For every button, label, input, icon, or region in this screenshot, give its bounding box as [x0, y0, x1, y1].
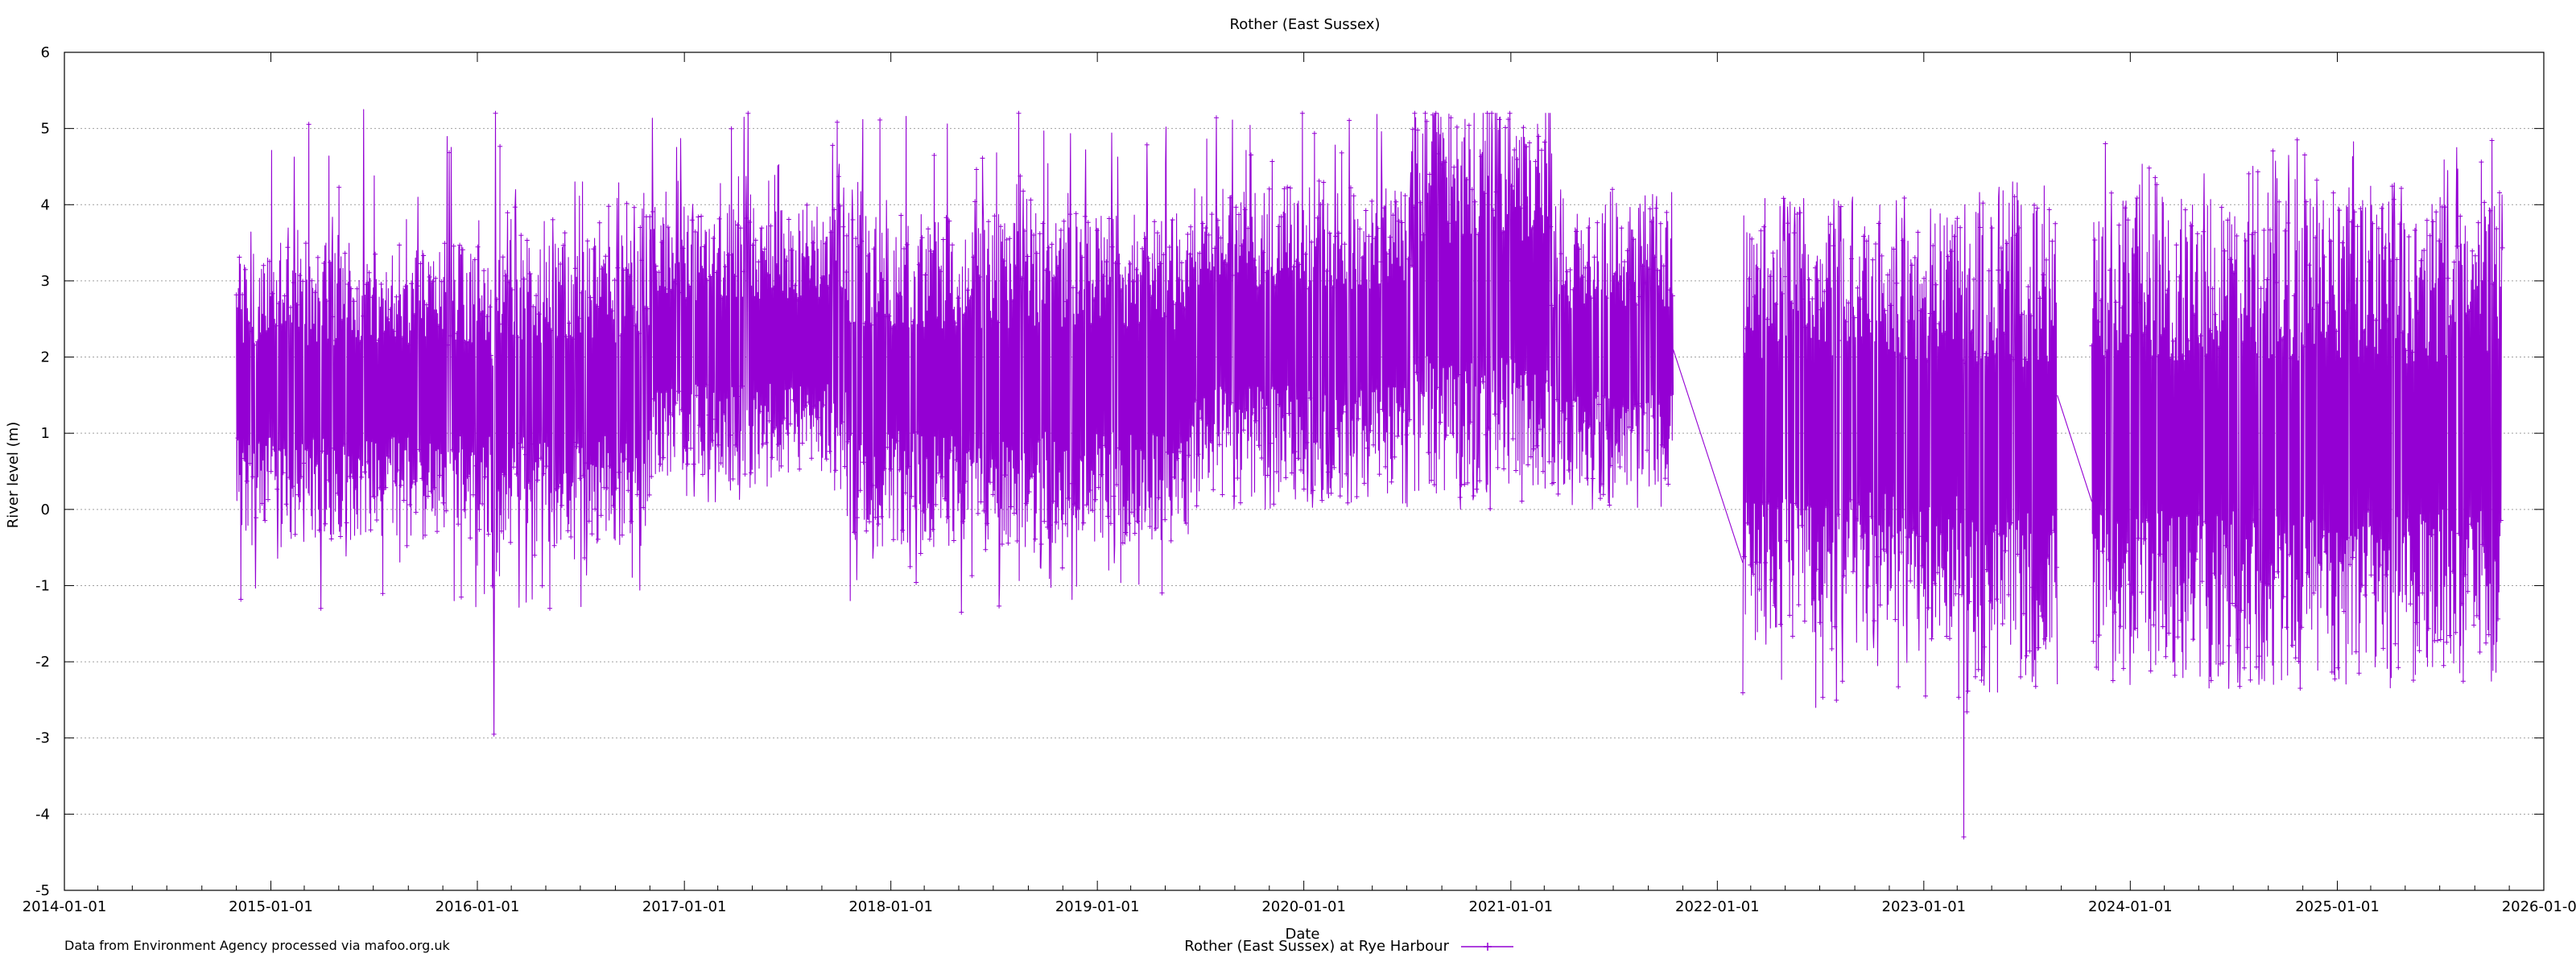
y-tick-label: 4 [41, 196, 50, 213]
y-tick-label: -1 [35, 577, 50, 594]
legend: Rother (East Sussex) at Rye Harbour [1184, 938, 1513, 955]
y-tick-label: 3 [41, 273, 50, 290]
x-tick-label: 2022-01-01 [1675, 898, 1760, 915]
data-series [233, 109, 2505, 840]
series-segment-markers [497, 200, 652, 611]
series-segment-markers [488, 110, 503, 737]
series-segment-line [1190, 113, 1415, 510]
series-segment-line [1414, 113, 1553, 510]
plot-border [64, 52, 2545, 891]
x-axis-title: Date [1285, 926, 1319, 943]
y-tick-label: -2 [35, 654, 50, 671]
legend-label: Rother (East Sussex) at Rye Harbour [1184, 938, 1449, 955]
y-tick-label: 1 [41, 425, 50, 442]
y-tick-label: -5 [35, 882, 50, 899]
x-tick-label: 2017-01-01 [642, 898, 727, 915]
series-segment-line [490, 113, 501, 735]
series-segment-markers [844, 110, 1194, 615]
series-segment-line [846, 113, 1191, 613]
x-tick-label: 2026-01-01 [2502, 898, 2576, 915]
series-segment-markers [233, 122, 493, 611]
series-segment-line [1742, 196, 1963, 708]
series-segment-markers [1965, 194, 2059, 694]
series-gap-connector [2057, 394, 2093, 502]
x-tick-label: 2021-01-01 [1469, 898, 1554, 915]
y-tick-label: -3 [35, 730, 50, 747]
series-gap-connector [1672, 349, 1744, 564]
x-tick-label: 2015-01-01 [229, 898, 313, 915]
series-segment-line [1551, 188, 1674, 510]
series-segment-line [1967, 181, 2058, 693]
legend-marker [1484, 943, 1492, 951]
y-axis-title: River level (m) [5, 422, 22, 528]
series-segment-markers [1550, 187, 1675, 508]
data-source-note: Data from Environment Agency processed v… [64, 938, 451, 953]
y-tick-label: 6 [41, 44, 50, 61]
x-tick-label: 2019-01-01 [1055, 898, 1140, 915]
series-segment-markers [1740, 196, 1964, 703]
x-tick-label: 2025-01-01 [2295, 898, 2380, 915]
x-tick-label: 2024-01-01 [2088, 898, 2173, 915]
x-tick-label: 2018-01-01 [848, 898, 933, 915]
y-tick-label: 5 [41, 121, 50, 138]
x-tick-label: 2014-01-01 [23, 898, 107, 915]
series-segment-line [649, 113, 848, 502]
chart-title: Rother (East Sussex) [1230, 16, 1381, 33]
x-tick-label: 2016-01-01 [436, 898, 520, 915]
x-tick-label: 2020-01-01 [1261, 898, 1346, 915]
series-segment-line [236, 109, 492, 609]
series-segment-markers [2089, 137, 2505, 691]
y-tick-label: 2 [41, 349, 50, 366]
series-segment-markers [647, 110, 849, 481]
series-segment-markers [1959, 357, 1970, 840]
series-segment-line [2091, 139, 2504, 689]
series-segment-markers [1188, 110, 1417, 509]
y-tick-label: 0 [41, 502, 50, 518]
series-segment-line [499, 181, 650, 609]
series-segment-line [1962, 204, 1969, 838]
x-tick-label: 2023-01-01 [1882, 898, 1967, 915]
axes: -5 -4 -3 -2 -1 0 1 2 3 4 5 6 2014-01-01 2015-01-01 201… [23, 44, 2576, 915]
series-segment-markers [1412, 110, 1555, 511]
y-tick-label: -4 [35, 806, 50, 823]
